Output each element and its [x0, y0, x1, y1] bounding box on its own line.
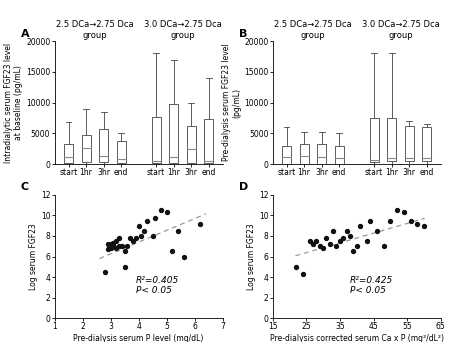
Text: R²=0.405
P< 0.05: R²=0.405 P< 0.05: [136, 276, 179, 295]
Point: [143, 218, 151, 223]
Point: [115, 244, 123, 249]
Point: [197, 221, 204, 226]
Point: [152, 215, 159, 220]
Point: [121, 249, 128, 254]
Text: 2.5 DCa→2.75 Dca
group: 2.5 DCa→2.75 Dca group: [56, 21, 134, 40]
Point: [112, 238, 120, 244]
Point: [346, 233, 354, 239]
Point: [104, 247, 111, 252]
Point: [163, 210, 171, 215]
Bar: [187, 126, 196, 163]
Point: [112, 246, 120, 251]
Point: [373, 228, 381, 234]
Point: [420, 223, 428, 228]
Y-axis label: Log serum FGF23: Log serum FGF23: [247, 223, 256, 290]
Point: [124, 244, 131, 249]
Bar: [335, 146, 344, 163]
Text: 2.5 DCa→2.75 Dca
group: 2.5 DCa→2.75 Dca group: [274, 21, 352, 40]
Point: [168, 249, 176, 254]
Bar: [64, 144, 73, 163]
Bar: [422, 127, 431, 161]
Point: [127, 235, 134, 241]
Bar: [387, 118, 396, 161]
Bar: [82, 135, 91, 162]
Point: [336, 238, 344, 244]
Point: [129, 238, 137, 244]
Point: [140, 228, 148, 234]
Point: [343, 228, 350, 234]
Point: [137, 233, 145, 239]
X-axis label: Pre-dialysis serum P level (mg/dL): Pre-dialysis serum P level (mg/dL): [73, 334, 204, 342]
Point: [393, 208, 401, 213]
Bar: [99, 129, 108, 162]
Point: [174, 228, 182, 234]
Point: [109, 244, 117, 249]
Point: [400, 210, 408, 215]
Point: [339, 235, 347, 241]
Point: [363, 238, 371, 244]
Point: [349, 249, 357, 254]
Point: [118, 244, 126, 249]
Bar: [317, 144, 326, 163]
Point: [309, 241, 317, 247]
Point: [299, 271, 307, 277]
Point: [109, 240, 117, 246]
Text: 3.0 DCa→2.75 Dca
group: 3.0 DCa→2.75 Dca group: [144, 21, 221, 40]
Point: [319, 246, 327, 251]
Bar: [169, 104, 178, 163]
Point: [356, 223, 364, 228]
Bar: [300, 144, 309, 163]
Text: 3.0 DCa→2.75 Dca
group: 3.0 DCa→2.75 Dca group: [362, 21, 439, 40]
Bar: [152, 117, 161, 163]
Text: R²=0.425
P< 0.05: R²=0.425 P< 0.05: [350, 276, 393, 295]
Point: [323, 235, 330, 241]
Y-axis label: Log serum FGF23: Log serum FGF23: [29, 223, 38, 290]
Point: [333, 244, 340, 249]
Text: A: A: [21, 29, 29, 39]
Point: [413, 221, 421, 226]
Bar: [204, 119, 213, 163]
Y-axis label: Pre-dialysis serum FGF23 level
(pg/mL): Pre-dialysis serum FGF23 level (pg/mL): [222, 44, 241, 161]
Point: [292, 264, 300, 269]
Point: [407, 218, 414, 223]
Point: [157, 208, 165, 213]
Text: D: D: [239, 183, 248, 193]
Bar: [405, 126, 414, 161]
Bar: [117, 141, 126, 163]
Point: [386, 218, 394, 223]
Point: [180, 254, 187, 259]
Point: [380, 244, 387, 249]
Point: [121, 264, 128, 269]
Point: [329, 228, 337, 234]
Point: [101, 269, 109, 275]
Point: [107, 246, 114, 251]
Y-axis label: Intradialytic serum FGF23 level
at baseline (pg/mL): Intradialytic serum FGF23 level at basel…: [4, 42, 23, 163]
Point: [115, 235, 123, 241]
Point: [312, 238, 320, 244]
Bar: [282, 146, 291, 163]
Point: [135, 223, 142, 228]
Text: B: B: [239, 29, 247, 39]
Point: [132, 235, 140, 241]
Point: [366, 218, 374, 223]
Point: [149, 233, 156, 239]
X-axis label: Pre-dialysis corrected serum Ca x P (mg²/dL²): Pre-dialysis corrected serum Ca x P (mg²…: [270, 334, 444, 342]
Point: [306, 238, 313, 244]
Point: [326, 241, 334, 247]
Point: [353, 244, 360, 249]
Point: [316, 244, 323, 249]
Text: C: C: [21, 183, 29, 193]
Point: [107, 241, 114, 247]
Point: [104, 241, 111, 247]
Bar: [370, 118, 379, 162]
